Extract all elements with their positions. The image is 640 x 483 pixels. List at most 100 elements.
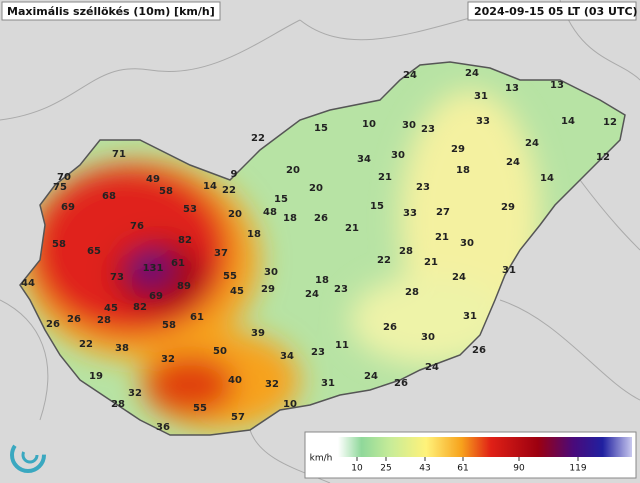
- station-value: 28: [97, 315, 111, 326]
- station-value: 82: [178, 235, 192, 246]
- station-value: 57: [231, 412, 245, 423]
- station-value: 18: [283, 213, 297, 224]
- station-value: 65: [87, 246, 101, 257]
- station-value: 32: [161, 354, 175, 365]
- station-value: 40: [228, 375, 242, 386]
- legend-tick-label: 90: [513, 464, 525, 474]
- station-value: 18: [315, 275, 329, 286]
- station-value: 26: [394, 378, 408, 389]
- station-value: 45: [104, 303, 118, 314]
- station-value: 29: [261, 284, 275, 295]
- title-box: [1, 1, 221, 21]
- station-value: 24: [465, 68, 479, 79]
- station-value: 13: [505, 83, 519, 94]
- station-value: 55: [223, 271, 237, 282]
- station-value: 49: [146, 174, 160, 185]
- legend-tick-label: 43: [419, 464, 430, 474]
- timestamp: 2024-09-15 05 LT (03 UTC): [474, 5, 638, 18]
- station-value: 31: [474, 91, 488, 102]
- station-value: 55: [193, 403, 207, 414]
- station-value: 34: [280, 351, 294, 362]
- station-value: 58: [52, 239, 66, 250]
- station-value: 22: [377, 255, 391, 266]
- station-value: 22: [222, 185, 236, 196]
- station-value: 39: [251, 328, 265, 339]
- station-value: 26: [46, 319, 60, 330]
- station-value: 23: [334, 284, 348, 295]
- station-value: 89: [177, 281, 191, 292]
- station-value: 33: [476, 116, 490, 127]
- station-value: 48: [263, 207, 277, 218]
- legend-tick-label: 119: [569, 464, 586, 474]
- legend-tick-label: 61: [457, 464, 468, 474]
- station-labels: 24 24 13 13 31 33 14 12 12 15 10 30 23 22 24 29 24 34 30 71…: [21, 68, 617, 433]
- station-value: 21: [345, 223, 359, 234]
- station-value: 12: [603, 117, 617, 128]
- station-value: 58: [162, 320, 176, 331]
- station-value: 23: [416, 182, 430, 193]
- station-value: 76: [130, 221, 144, 232]
- station-value: 14: [540, 173, 554, 184]
- station-value: 44: [21, 278, 35, 289]
- station-value: 30: [391, 150, 405, 161]
- station-value: 20: [286, 165, 300, 176]
- station-value: 27: [436, 207, 450, 218]
- station-value: 14: [561, 116, 575, 127]
- title: Maximális széllökés (10m) [km/h]: [7, 5, 215, 18]
- station-value: 29: [501, 202, 515, 213]
- station-value: 58: [159, 186, 173, 197]
- station-value: 50: [213, 346, 227, 357]
- station-value: 68: [102, 191, 116, 202]
- station-value: 31: [321, 378, 335, 389]
- station-value: 15: [274, 194, 288, 205]
- station-value: 73: [110, 272, 124, 283]
- colorbar: [338, 437, 632, 457]
- station-value: 29: [451, 144, 465, 155]
- station-value: 24: [452, 272, 466, 283]
- station-value: 30: [421, 332, 435, 343]
- station-value: 26: [314, 213, 328, 224]
- station-value: 31: [502, 265, 516, 276]
- time-box: [467, 1, 637, 21]
- station-value: 69: [149, 291, 163, 302]
- station-value: 20: [309, 183, 323, 194]
- station-value: 26: [472, 345, 486, 356]
- station-value: 61: [190, 312, 204, 323]
- station-value: 131: [143, 263, 164, 274]
- station-value: 38: [115, 343, 129, 354]
- station-value: 15: [314, 123, 328, 134]
- station-value: 61: [171, 258, 185, 269]
- station-value: 19: [89, 371, 103, 382]
- station-value: 14: [203, 181, 217, 192]
- station-value: 24: [305, 289, 319, 300]
- station-value: 30: [264, 267, 278, 278]
- station-value: 53: [183, 204, 197, 215]
- station-value: 11: [335, 340, 349, 351]
- station-value: 24: [364, 371, 378, 382]
- country-border: [19, 61, 626, 436]
- station-value: 10: [362, 119, 376, 130]
- legend-unit: km/h: [310, 454, 333, 464]
- station-value: 21: [435, 232, 449, 243]
- station-value: 24: [403, 70, 417, 81]
- station-value: 45: [230, 286, 244, 297]
- station-value: 32: [265, 379, 279, 390]
- station-value: 32: [128, 388, 142, 399]
- station-value: 24: [506, 157, 520, 168]
- station-value: 28: [111, 399, 125, 410]
- legend-tick-label: 10: [351, 464, 363, 474]
- station-value: 75: [53, 182, 67, 193]
- station-value: 30: [402, 120, 416, 131]
- station-value: 70: [57, 172, 71, 183]
- station-value: 26: [383, 322, 397, 333]
- station-value: 28: [405, 287, 419, 298]
- legend-ticks: 10 25 43 61 90 119: [351, 457, 587, 474]
- station-value: 24: [525, 138, 539, 149]
- station-value: 21: [378, 172, 392, 183]
- station-value: 22: [79, 339, 93, 350]
- station-value: 10: [283, 399, 297, 410]
- station-value: 20: [228, 209, 242, 220]
- station-value: 33: [403, 208, 417, 219]
- station-value: 12: [596, 152, 610, 163]
